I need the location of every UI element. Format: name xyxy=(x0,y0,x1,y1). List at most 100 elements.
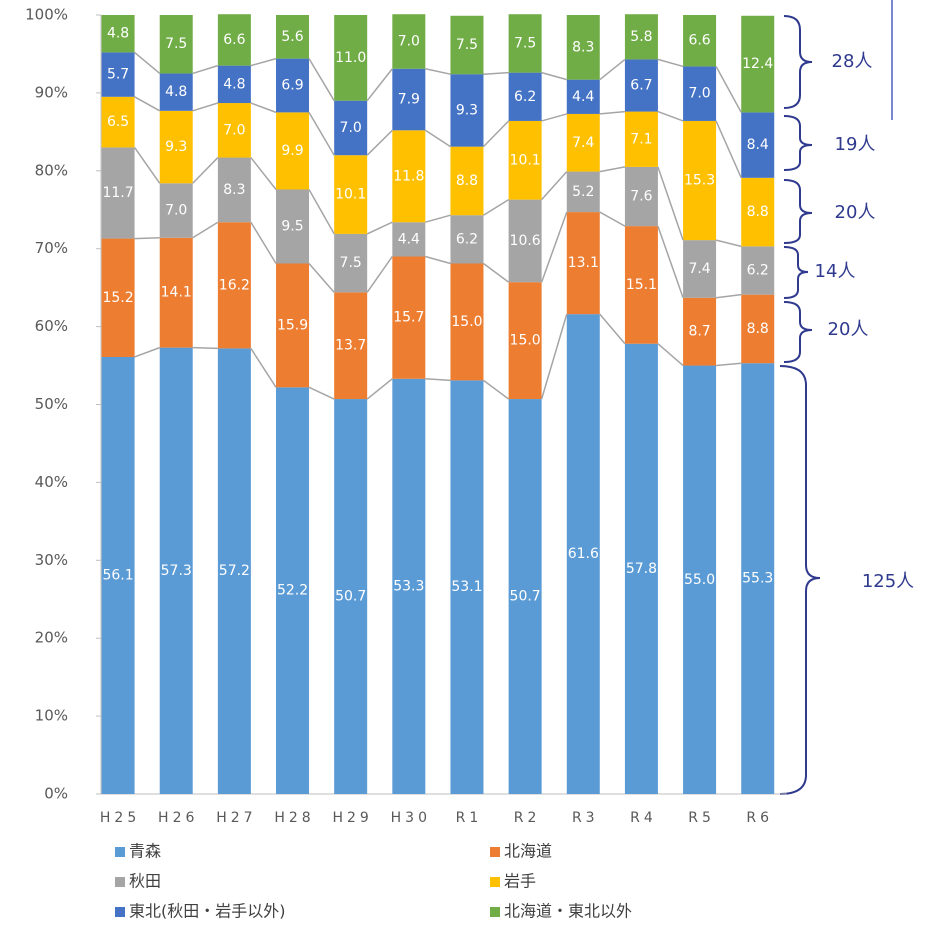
value-label: 52.2 xyxy=(277,583,308,599)
value-label: 13.1 xyxy=(568,255,599,271)
value-label: 10.6 xyxy=(510,233,541,249)
bar-segment xyxy=(334,233,368,293)
value-label: 9.3 xyxy=(456,102,478,118)
value-label: 7.5 xyxy=(514,35,536,51)
bar-segment xyxy=(624,226,658,344)
bar-segment xyxy=(101,52,135,97)
value-label: 4.4 xyxy=(398,231,420,247)
series-line xyxy=(425,214,451,223)
value-label: 15.0 xyxy=(451,314,482,330)
bar-segment xyxy=(159,237,193,348)
bar-segment xyxy=(276,15,310,59)
value-label: 8.8 xyxy=(747,204,769,220)
series-line xyxy=(366,378,393,400)
y-tick-label: 80% xyxy=(35,161,68,179)
series-line xyxy=(366,68,393,102)
x-tick-label: H25 xyxy=(100,810,140,826)
series-line xyxy=(308,263,335,293)
series-line xyxy=(540,313,568,400)
series-line xyxy=(599,211,626,227)
bar-segment xyxy=(334,155,368,234)
series-line xyxy=(250,348,277,388)
bar-segment xyxy=(276,387,310,794)
series-line xyxy=(715,66,742,113)
x-tick-label: R3 xyxy=(572,810,599,826)
x-tick-label: H26 xyxy=(158,810,198,826)
series-line xyxy=(425,378,451,382)
series-line xyxy=(192,157,219,184)
legend-label: 岩手 xyxy=(504,872,536,891)
series-line xyxy=(657,343,684,367)
value-label: 57.2 xyxy=(219,563,250,579)
legend-label: 北海道 xyxy=(504,842,552,861)
value-label: 7.5 xyxy=(456,37,478,53)
series-line xyxy=(250,57,277,67)
value-label: 6.2 xyxy=(456,231,478,247)
x-tick-label: H27 xyxy=(216,810,256,826)
bar-segment xyxy=(566,212,600,315)
bar-segment xyxy=(101,96,135,148)
series-line xyxy=(192,346,218,350)
series-line xyxy=(541,71,567,81)
value-label: 57.3 xyxy=(161,563,192,579)
bar-segment xyxy=(508,282,542,400)
bar-segment xyxy=(741,15,775,113)
value-label: 11.8 xyxy=(393,168,424,184)
value-label: 6.2 xyxy=(747,263,769,279)
bar-segment xyxy=(450,15,484,75)
value-label: 7.4 xyxy=(688,261,710,277)
value-label: 7.6 xyxy=(630,189,652,205)
x-tick-label: R2 xyxy=(514,810,541,826)
bar-segment xyxy=(159,183,193,238)
bar-segment xyxy=(101,238,135,357)
series-line xyxy=(425,255,451,265)
value-label: 9.3 xyxy=(165,139,187,155)
value-label: 4.8 xyxy=(107,26,129,42)
value-label: 15.2 xyxy=(102,290,133,306)
y-tick-label: 10% xyxy=(35,707,68,725)
value-label: 8.8 xyxy=(747,321,769,337)
bar-segment xyxy=(566,79,600,114)
series-line xyxy=(715,120,742,179)
bar-segment xyxy=(276,189,310,264)
bar-segment xyxy=(450,380,484,794)
bar-segment xyxy=(217,222,251,349)
bar-segment xyxy=(624,343,658,794)
value-label: 7.5 xyxy=(340,255,362,271)
annotation: 14人 xyxy=(815,261,856,282)
bar-segment xyxy=(624,111,658,167)
value-label: 16.2 xyxy=(219,277,250,293)
series-line xyxy=(192,102,219,112)
bar-segment xyxy=(450,215,484,264)
bar-segment xyxy=(683,365,717,794)
series-line xyxy=(134,237,160,240)
bar-segment xyxy=(217,14,251,66)
value-label: 7.1 xyxy=(630,131,652,147)
x-tick-label: H29 xyxy=(333,810,373,826)
value-label: 57.8 xyxy=(626,561,657,577)
value-label: 4.8 xyxy=(223,76,245,92)
bar-segment xyxy=(101,147,135,239)
x-tick-label: R5 xyxy=(688,810,715,826)
series-line xyxy=(599,110,625,115)
series-line xyxy=(657,166,684,241)
brace xyxy=(783,301,813,363)
bar-segment xyxy=(159,347,193,794)
value-label: 6.5 xyxy=(107,114,129,130)
bar-segment xyxy=(276,112,310,190)
bar-segment xyxy=(101,356,135,794)
y-tick-label: 30% xyxy=(35,551,68,569)
series-line xyxy=(483,198,510,216)
series-line xyxy=(134,346,160,358)
bar-segment xyxy=(217,348,251,794)
bar-segment xyxy=(566,113,600,172)
value-label: 6.6 xyxy=(688,33,710,49)
series-line xyxy=(308,111,335,156)
bar-segment xyxy=(741,294,775,364)
bar-segment xyxy=(508,199,542,283)
bar-segment xyxy=(392,130,426,223)
value-label: 14.1 xyxy=(161,285,192,301)
bar-segment xyxy=(392,256,426,379)
bar-segment xyxy=(450,146,484,216)
series-line xyxy=(540,211,568,283)
